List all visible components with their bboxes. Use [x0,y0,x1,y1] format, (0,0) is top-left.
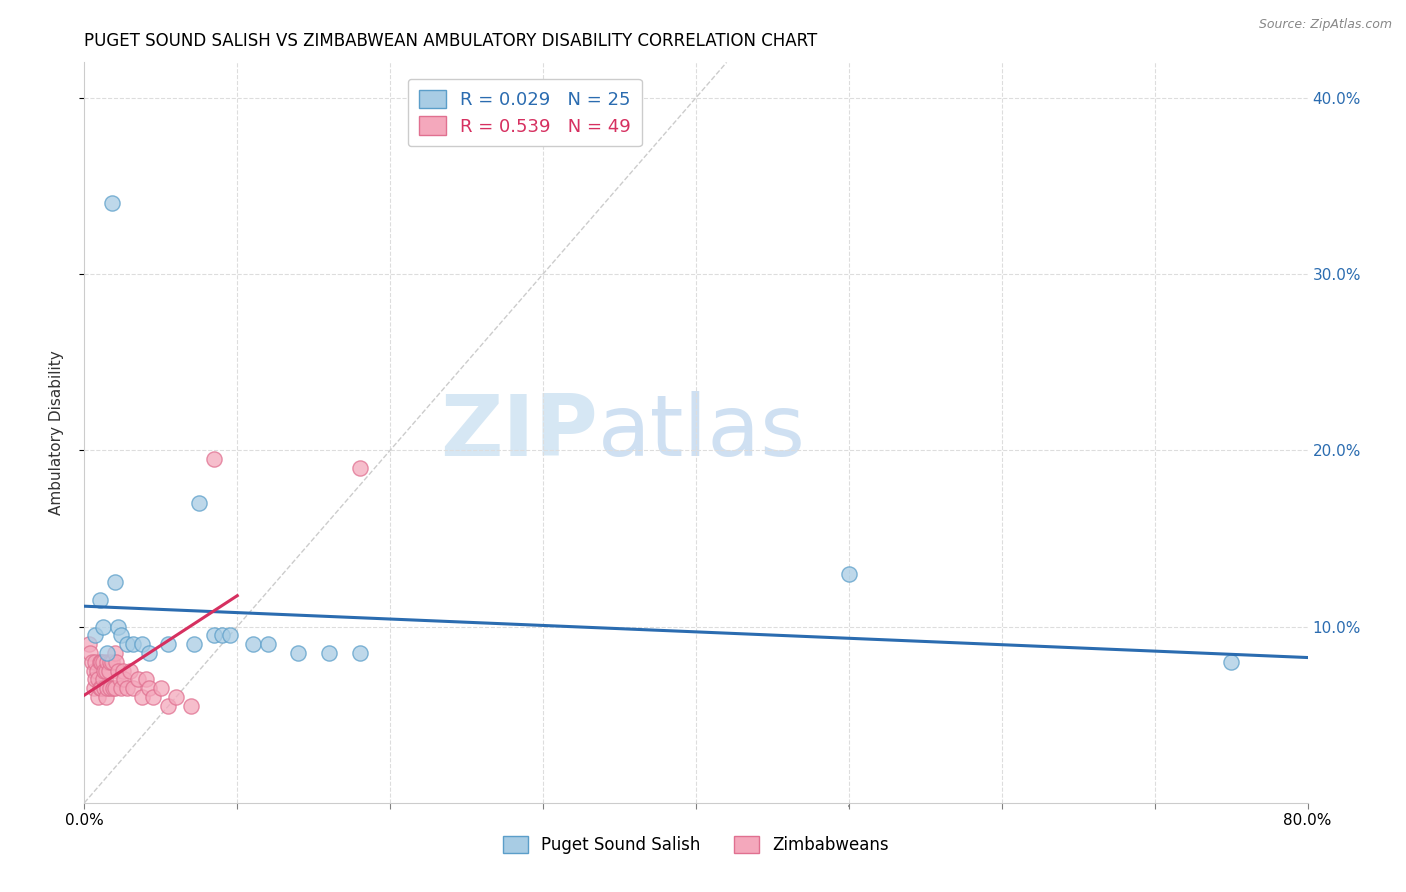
Text: Source: ZipAtlas.com: Source: ZipAtlas.com [1258,18,1392,31]
Point [149,681,172,696]
Point [96,681,118,696]
Text: ZIP: ZIP [440,391,598,475]
Point [104,575,127,590]
Point [96,655,118,669]
Point [110,628,132,642]
Point [84,673,107,687]
Point [90,655,112,669]
Point [89,593,111,607]
Point [91,619,114,633]
Point [94,664,117,678]
Point [180,698,202,713]
Point [83,664,105,678]
Point [84,628,107,642]
Point [84,655,107,669]
Point [257,637,280,651]
Point [89,681,111,696]
Point [112,673,135,687]
Point [138,681,160,696]
Point [165,690,187,704]
Point [122,681,145,696]
Point [838,566,860,581]
Legend: Puget Sound Salish, Zimbabweans: Puget Sound Salish, Zimbabweans [496,830,896,861]
Point [183,637,205,651]
Point [91,655,114,669]
Point [101,196,124,211]
Point [131,637,153,651]
Point [98,681,121,696]
Point [202,452,225,467]
Point [142,690,165,704]
Point [122,637,145,651]
Point [127,673,149,687]
Point [87,673,110,687]
Point [87,690,110,704]
Point [138,646,160,660]
Point [93,681,115,696]
Point [211,628,233,642]
Point [349,461,371,475]
Point [242,637,264,651]
Point [115,681,138,696]
Point [1220,655,1243,669]
Point [79,646,101,660]
Point [86,664,108,678]
Point [218,628,240,642]
Point [202,628,225,642]
Point [111,664,134,678]
Text: atlas: atlas [598,391,806,475]
Y-axis label: Ambulatory Disability: Ambulatory Disability [49,351,63,515]
Point [97,664,120,678]
Point [90,681,112,696]
Point [104,681,127,696]
Text: PUGET SOUND SALISH VS ZIMBABWEAN AMBULATORY DISABILITY CORRELATION CHART: PUGET SOUND SALISH VS ZIMBABWEAN AMBULAT… [84,32,818,50]
Point [105,655,128,669]
Point [349,646,371,660]
Point [131,690,153,704]
Point [80,655,103,669]
Point [108,673,131,687]
Point [120,664,142,678]
Point [101,655,124,669]
Point [91,673,114,687]
Point [135,673,157,687]
Point [115,637,138,651]
Point [107,619,129,633]
Point [83,681,105,696]
Point [107,664,129,678]
Point [110,681,132,696]
Point [98,655,121,669]
Point [287,646,309,660]
Point [103,681,125,696]
Point [188,496,211,510]
Point [96,646,118,660]
Point [89,655,111,669]
Point [157,698,180,713]
Point [318,646,340,660]
Point [104,646,127,660]
Point [94,690,117,704]
Point [157,637,180,651]
Point [77,637,100,651]
Point [93,664,115,678]
